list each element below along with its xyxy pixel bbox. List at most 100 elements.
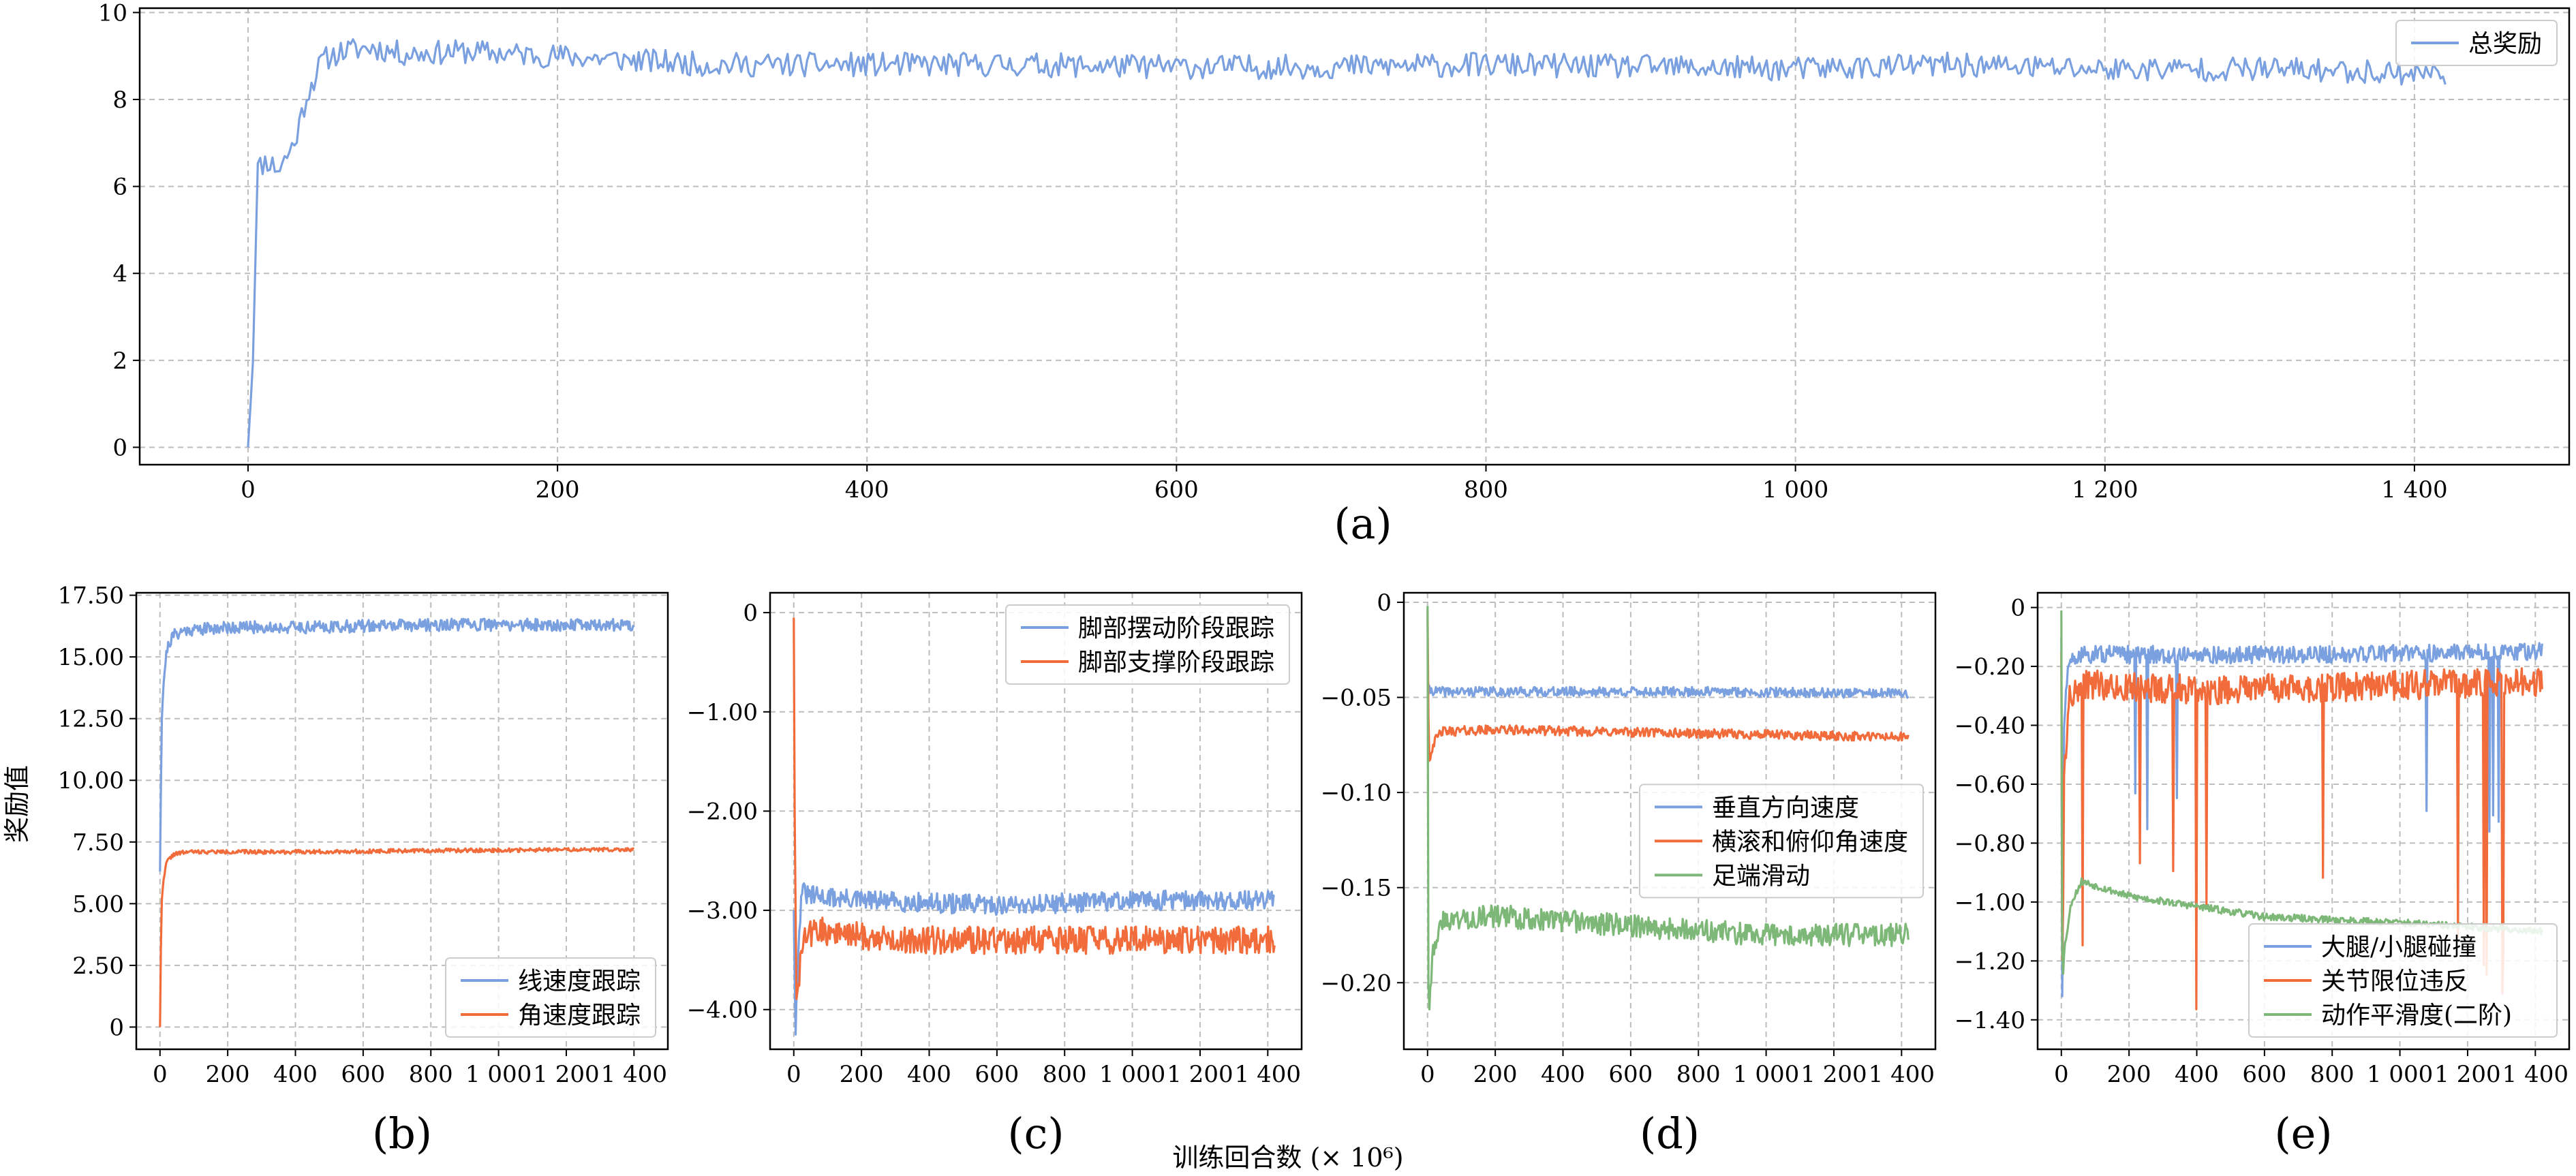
series-line-e-0: [2060, 636, 2543, 997]
y-tick-label: 0: [1377, 589, 1392, 617]
panel-e: 0 200 400 600 800 1 000 1 200 1 400 −1.40 −1.20 −1…: [1954, 591, 2571, 1158]
y-tick-label: 2.50: [72, 953, 124, 980]
x-tick-label: 1 000: [1762, 476, 1828, 504]
y-tick-label: 17.50: [58, 583, 124, 610]
y-tick-label: −2.00: [687, 798, 758, 825]
x-tick-label: 800: [1464, 476, 1508, 504]
series-line-a-0: [247, 38, 2447, 448]
x-tick-label: 1 200: [1167, 1061, 1233, 1088]
y-tick-label: 2: [112, 347, 127, 375]
panel-d: 0 200 400 600 800 1 000 1 200 1 400 −0.20 −0.15 −0…: [1321, 589, 1937, 1158]
x-tick-label: 1 000: [465, 1061, 532, 1088]
legend-label: 线速度跟踪: [518, 968, 641, 995]
y-tick-label: −1.00: [687, 699, 758, 726]
plot-frame: [1402, 591, 1937, 1051]
y-tick-label: 10.00: [58, 767, 124, 794]
x-tick-label: 600: [2242, 1061, 2286, 1088]
y-tick-label: 7.50: [72, 829, 124, 856]
x-tick-label: 800: [1676, 1061, 1721, 1088]
x-tick-label: 600: [975, 1061, 1019, 1088]
x-tick-label: 0: [786, 1061, 801, 1088]
x-tick-label: 400: [1541, 1061, 1585, 1088]
y-tick-label: 4: [112, 260, 127, 288]
legend-box: [1005, 604, 1290, 685]
y-tick-label: −4.00: [687, 997, 758, 1024]
x-tick-label: 1 400: [2502, 1061, 2569, 1088]
series-line-c-0: [793, 882, 1275, 1036]
legend-label: 垂直方向速度: [1712, 794, 1859, 822]
grid: [140, 8, 2569, 465]
x-tick-label: 200: [536, 476, 580, 504]
y-tick-label: 0: [112, 434, 127, 461]
y-tick-label: −0.15: [1321, 875, 1392, 902]
legend-label: 脚部摆动阶段跟踪: [1078, 615, 1274, 643]
x-tick-label: 200: [206, 1061, 250, 1088]
x-tick-label: 0: [153, 1061, 168, 1088]
x-tick-label: 800: [1043, 1061, 1087, 1088]
y-tick-label: −0.40: [1954, 713, 2025, 740]
legend-label: 脚部支撑阶段跟踪: [1078, 649, 1274, 677]
legend-label: 大腿/小腿碰撞: [2321, 933, 2477, 961]
panel-label: (e): [2274, 1109, 2332, 1158]
legend-label: 足端滑动: [1712, 862, 1810, 890]
y-tick-label: 10: [98, 0, 127, 27]
figure-y-label: 奖励值: [2, 765, 32, 843]
x-tick-label: 200: [1473, 1061, 1518, 1088]
y-tick-label: −1.40: [1954, 1007, 2025, 1034]
y-tick-label: 12.50: [58, 706, 124, 733]
legend-box: [1639, 784, 1924, 899]
x-tick-label: 1 000: [1733, 1061, 1799, 1088]
series-line-b-0: [159, 617, 635, 872]
panel-c: 0 200 400 600 800 1 000 1 200 1 400 −4.00 −3.00 −2…: [687, 591, 1303, 1158]
x-tick-label: 1 200: [1800, 1061, 1867, 1088]
x-tick-label: 200: [2107, 1061, 2151, 1088]
y-tick-label: 5.00: [72, 891, 124, 918]
x-tick-label: 400: [845, 476, 889, 504]
panel-label: (d): [1640, 1109, 1700, 1158]
plot-frame: [138, 7, 2571, 466]
x-tick-label: 1 400: [601, 1061, 667, 1088]
y-tick-label: 0: [109, 1014, 124, 1041]
legend-label: 角速度跟踪: [518, 1002, 641, 1030]
y-tick-label: −0.80: [1954, 830, 2025, 857]
y-tick-label: −3.00: [687, 897, 758, 925]
x-tick-label: 400: [907, 1061, 951, 1088]
y-tick-label: 0: [743, 600, 758, 627]
panel-b: 0 200 400 600 800 1 000 1 200 1 400 0 2.50 5.00 7.5…: [58, 583, 669, 1158]
x-tick-label: 400: [2175, 1061, 2219, 1088]
y-tick-label: 8: [112, 87, 127, 114]
panel-a: 0 200 400 600 800 1 000 1 200 1 400 0 2 4 6 8 10 (a) 总奖…: [98, 0, 2571, 548]
x-tick-label: 1 200: [2072, 476, 2138, 504]
y-tick-label: 6: [112, 174, 127, 201]
y-tick-label: −0.20: [1321, 970, 1392, 997]
panel-label: (c): [1007, 1109, 1064, 1158]
x-tick-label: 1 200: [2434, 1061, 2500, 1088]
y-tick-label: −1.00: [1954, 889, 2025, 916]
legend-box: [2395, 20, 2558, 66]
figure-x-label: 训练回合数 (× 10⁶): [1172, 1143, 1403, 1173]
panel-label: (b): [372, 1109, 432, 1158]
y-tick-label: −0.60: [1954, 771, 2025, 799]
x-tick-label: 800: [409, 1061, 453, 1088]
x-tick-label: 1 000: [1099, 1061, 1165, 1088]
panel-label: (a): [1334, 499, 1392, 548]
plot-frame: [769, 591, 1303, 1051]
legend-label: 动作平滑度(二阶): [2321, 1002, 2512, 1030]
y-tick-label: −0.05: [1321, 685, 1392, 712]
y-tick-label: −0.20: [1954, 653, 2025, 681]
series-line-c-1: [793, 617, 1276, 1000]
y-tick-label: −1.20: [1954, 948, 2025, 975]
x-tick-label: 600: [341, 1061, 385, 1088]
legend-label: 横滚和俯仰角速度: [1712, 828, 1908, 856]
y-tick-label: −0.10: [1321, 779, 1392, 807]
legend-label: 总奖励: [2468, 30, 2542, 58]
x-tick-label: 1 000: [2367, 1061, 2433, 1088]
y-tick-label: 15.00: [58, 644, 124, 671]
x-tick-label: 1 200: [533, 1061, 599, 1088]
x-tick-label: 1 400: [2381, 476, 2447, 504]
